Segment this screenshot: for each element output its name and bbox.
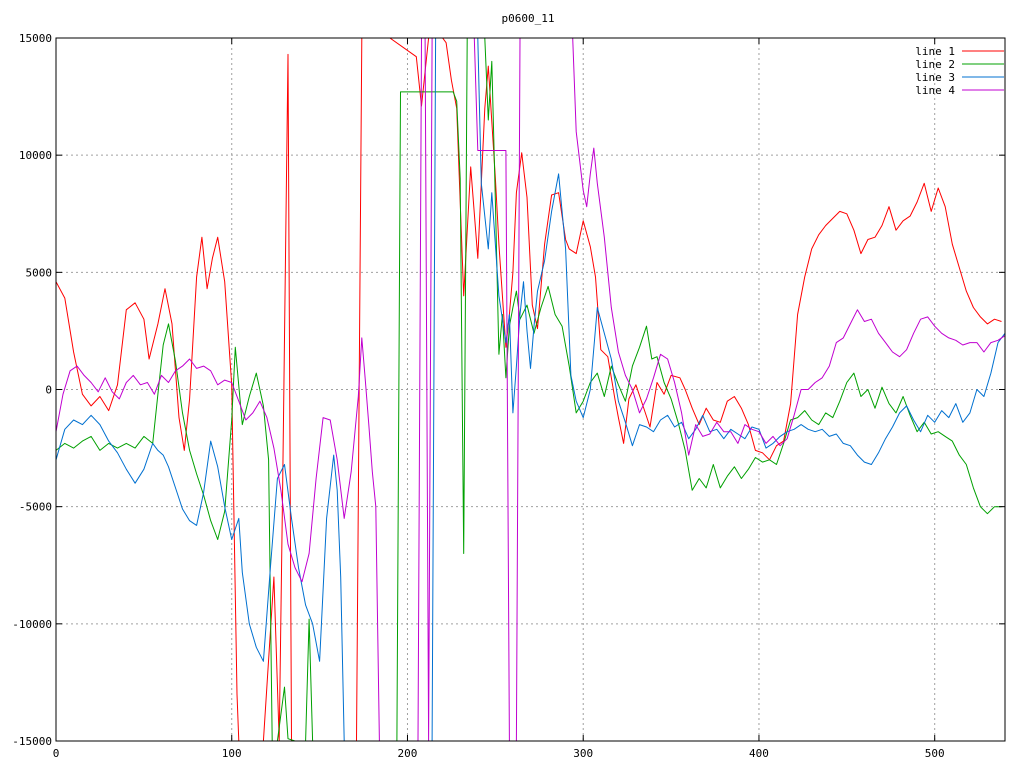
legend-label: line 4 bbox=[915, 84, 955, 97]
y-tick-label: 0 bbox=[45, 384, 52, 397]
x-tick-label: 500 bbox=[925, 747, 945, 760]
y-tick-label: -15000 bbox=[12, 735, 52, 748]
axes: -15000 -10000 -5000 0 5000 10000 15000 0 100 200 3… bbox=[12, 32, 1005, 760]
x-tick-label: 200 bbox=[398, 747, 418, 760]
y-tick-label: 15000 bbox=[19, 32, 52, 45]
grid bbox=[56, 38, 1005, 741]
series-layer bbox=[56, 38, 1005, 741]
series-line-2 bbox=[56, 38, 1002, 741]
legend-label: line 3 bbox=[915, 71, 955, 84]
x-tick-label: 400 bbox=[749, 747, 769, 760]
y-tick-label: 10000 bbox=[19, 149, 52, 162]
series-line-1 bbox=[56, 38, 1002, 741]
series-line-4 bbox=[56, 38, 1005, 741]
legend-label: line 1 bbox=[915, 45, 955, 58]
y-tick-label: -10000 bbox=[12, 618, 52, 631]
chart-title: p0600_11 bbox=[502, 12, 555, 25]
x-tick-label: 300 bbox=[573, 747, 593, 760]
y-tick-label: 5000 bbox=[26, 266, 53, 279]
legend-label: line 2 bbox=[915, 58, 955, 71]
y-tick-label: -5000 bbox=[19, 501, 52, 514]
series-line-3 bbox=[56, 38, 1005, 741]
x-tick-label: 100 bbox=[222, 747, 242, 760]
x-tick-label: 0 bbox=[53, 747, 60, 760]
